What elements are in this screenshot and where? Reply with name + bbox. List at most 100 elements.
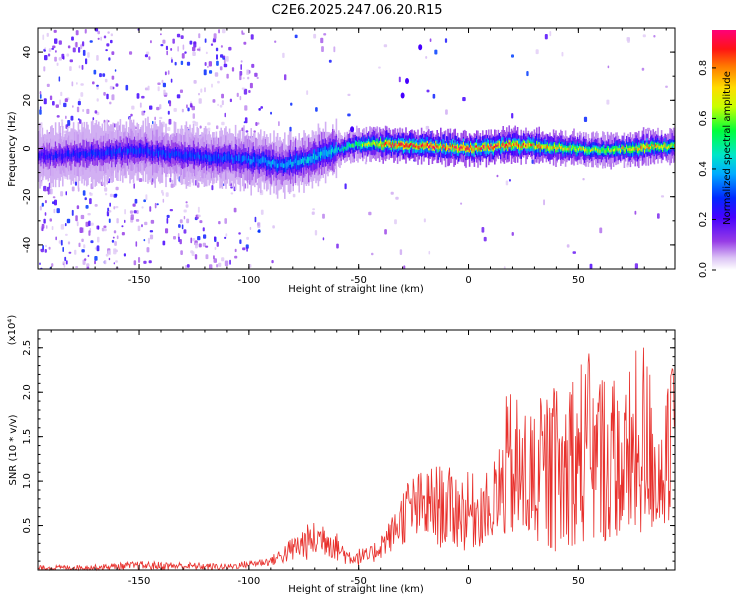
heatmap-ridge-cell	[173, 152, 176, 157]
heatmap-noise-cell	[55, 50, 57, 53]
heatmap-noise-cell	[167, 127, 171, 131]
snr-y-tick-label: 1.0	[22, 473, 33, 489]
heatmap-ridge-cell	[126, 148, 129, 155]
heatmap-ridge-cell	[576, 147, 579, 151]
heatmap-ridge-cell	[304, 156, 306, 161]
heatmap-ridge-cell	[365, 143, 368, 146]
heatmap-ridge-cell	[122, 150, 124, 157]
heatmap-ridge-cell	[572, 145, 574, 150]
heatmap-ridge-cell	[258, 159, 261, 164]
heatmap-noise-cell	[44, 200, 47, 204]
heatmap-noise-cell	[383, 44, 388, 48]
heatmap-noise-cell	[256, 76, 259, 79]
heatmap-noise-cell	[204, 87, 206, 93]
heatmap-ridge-cell	[659, 146, 662, 149]
heatmap-noise-cell	[257, 122, 260, 125]
heatmap-ridge-cell	[214, 155, 216, 160]
heatmap-ridge-cell	[183, 154, 185, 160]
heatmap-ridge-cell	[90, 149, 93, 154]
heatmap-noise-cell	[204, 62, 207, 66]
heatmap-noise-cell	[239, 70, 243, 76]
heatmap-ridge-cell	[51, 152, 53, 157]
heatmap-ridge-cell	[273, 159, 275, 165]
heatmap-noise-cell	[180, 60, 184, 65]
heatmap-ridge-cell	[352, 143, 354, 148]
heatmap-noise-cell	[166, 214, 170, 218]
heatmap-noise-cell	[114, 123, 116, 128]
heatmap-ridge-cell	[615, 147, 617, 151]
heatmap-noise-cell	[333, 46, 336, 53]
heatmap-ridge-cell	[404, 145, 406, 148]
heatmap-noise-cell	[229, 98, 232, 103]
heatmap-ridge-cell	[198, 154, 201, 160]
heatmap-ridge-cell	[386, 141, 388, 144]
heatmap-noise-cell	[271, 260, 274, 264]
heatmap-noise-cell	[52, 201, 55, 205]
heatmap-ridge-cell	[380, 141, 382, 144]
heatmap-noise-cell	[39, 106, 42, 110]
heatmap-ridge-cell	[195, 153, 197, 159]
heatmap-noise-cell	[239, 74, 242, 81]
heatmap-noise-cell	[214, 72, 219, 77]
heatmap-noise-cell	[156, 106, 160, 111]
heatmap-ridge-cell	[136, 149, 138, 154]
heatmap-ridge-cell	[255, 157, 257, 163]
heatmap-noise-cell	[115, 206, 119, 209]
heatmap-ridge-cell	[586, 149, 588, 154]
heatmap-noise-cell	[109, 193, 113, 198]
heatmap-ridge-cell	[522, 142, 525, 146]
heatmap-ridge-cell	[486, 144, 489, 148]
heatmap-noise-cell	[186, 104, 188, 109]
heatmap-ridge-cell	[335, 145, 338, 152]
heatmap-noise-cell	[87, 52, 90, 58]
heatmap-ridge-cell	[366, 142, 369, 147]
heatmap-noise-cell	[395, 196, 399, 200]
heatmap-ridge-cell	[251, 159, 254, 164]
heatmap-ridge-cell	[642, 144, 645, 148]
heatmap-noise-cell	[103, 35, 107, 39]
heatmap-noise-cell	[75, 30, 79, 36]
snr-y-ticks: 0.5 1.0 1.5 2.0 2.5	[22, 338, 675, 562]
heatmap-noise-cell	[634, 263, 638, 269]
spectrogram-y-tick-label: 0	[22, 145, 33, 151]
heatmap-noise-cell	[109, 101, 112, 105]
heatmap-noise-cell	[41, 223, 45, 229]
heatmap-noise-cell	[65, 115, 67, 119]
heatmap-noise-cell	[216, 241, 219, 247]
colorbar-tick-label: 0.8	[698, 60, 709, 76]
heatmap-noise-cell	[75, 215, 78, 222]
snr-y-tick-label: 1.5	[22, 429, 33, 445]
spectrogram-y-tick-label: -40	[22, 237, 33, 253]
heatmap-noise-cell	[254, 216, 257, 223]
heatmap-ridge-cell	[180, 151, 183, 159]
heatmap-noise-cell	[213, 255, 215, 260]
heatmap-ridge-cell	[455, 146, 458, 150]
heatmap-noise-cell	[234, 248, 237, 253]
heatmap-noise-cell	[85, 58, 88, 65]
heatmap-ridge-cell	[323, 150, 326, 156]
heatmap-noise-cell	[52, 101, 55, 106]
heatmap-noise-cell	[99, 73, 102, 78]
heatmap-noise-cell	[149, 206, 152, 212]
heatmap-noise-cell	[163, 89, 166, 96]
heatmap-ridge-cell	[381, 143, 383, 148]
heatmap-ridge-cell	[238, 154, 240, 161]
heatmap-ridge-cell	[526, 144, 528, 148]
heatmap-noise-cell	[125, 84, 129, 91]
heatmap-noise-cell	[179, 89, 183, 93]
heatmap-noise-cell	[113, 206, 116, 210]
heatmap-noise-cell	[49, 188, 53, 195]
heatmap-ridge-cell	[105, 151, 107, 156]
heatmap-noise-cell	[199, 125, 202, 129]
heatmap-noise-cell	[162, 82, 166, 88]
heatmap-ridge-cell	[123, 148, 125, 153]
heatmap-ridge-cell	[390, 144, 393, 148]
heatmap-noise-cell	[61, 121, 64, 128]
heatmap-ridge-cell	[84, 151, 87, 159]
heatmap-noise-cell	[64, 223, 67, 227]
heatmap-noise-cell	[43, 66, 46, 72]
heatmap-noise-cell	[278, 121, 280, 127]
heatmap-ridge-cell	[632, 147, 634, 151]
heatmap-ridge-cell	[647, 146, 650, 150]
heatmap-ridge-cell	[521, 144, 524, 148]
